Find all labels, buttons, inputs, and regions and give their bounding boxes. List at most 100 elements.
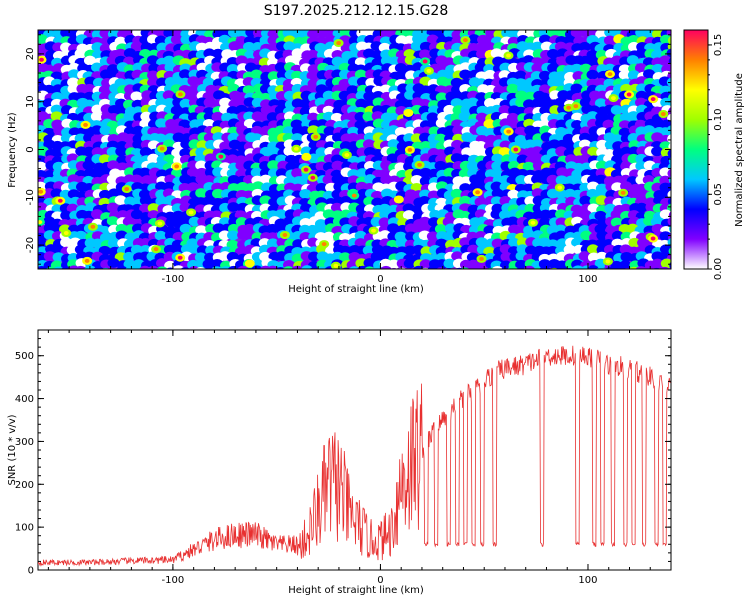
- spectrogram-peak-core: [566, 105, 571, 110]
- spectrogram-cell: [259, 174, 272, 185]
- spectrogram-cell: [243, 111, 256, 122]
- spectrogram-cell: [667, 237, 671, 247]
- spectrogram-cell: [546, 174, 559, 185]
- spectrogram-cell: [483, 119, 496, 129]
- spectrogram-peak-core: [620, 190, 626, 195]
- spectrogram-cell: [555, 230, 568, 241]
- spectrogram-cell: [298, 98, 311, 109]
- snr-y-label: SNR (10 * v/v): [7, 414, 18, 485]
- spectrogram-cell: [380, 265, 392, 269]
- spectrogram-cell: [363, 91, 376, 102]
- spectrogram-cell: [538, 70, 551, 81]
- spectrogram-peak-core: [57, 198, 63, 203]
- colorbar-axes: 0.00 0.05 0.10 0.15: [708, 34, 724, 280]
- spectrogram-cell: [130, 244, 143, 255]
- spectrogram-cell: [451, 139, 464, 150]
- spectrogram-cell: [531, 97, 544, 108]
- spectrogram-cell: [578, 251, 591, 261]
- spectrogram-cell: [315, 147, 328, 158]
- spectrogram-cell: [378, 217, 391, 228]
- spectrogram-peak-core: [557, 185, 563, 190]
- snr-y-tick-label: 500: [15, 351, 34, 362]
- spectrogram-cell: [203, 48, 216, 59]
- spectrogram-cell: [156, 266, 168, 269]
- spectrogram-cell: [291, 168, 304, 178]
- spectrogram-cell: [170, 34, 183, 45]
- colorbar-label: Normalized spectral amplitude: [734, 73, 745, 227]
- spectrogram-cell: [362, 245, 375, 256]
- spectrogram-cell: [651, 146, 664, 157]
- spectrogram-cell: [667, 168, 671, 178]
- colorbar-tick-label: 0.10: [713, 108, 724, 130]
- spectrogram-cell: [139, 265, 151, 269]
- spectrogram-cell: [99, 189, 112, 200]
- spectrogram-cell: [579, 195, 592, 206]
- spectrogram-cell: [354, 69, 367, 80]
- spectrogram-cell: [613, 265, 625, 269]
- spectrogram-cell: [50, 104, 63, 115]
- snr-y-tick-label: 100: [15, 523, 34, 534]
- spectrogram-cell: [172, 244, 185, 255]
- spectrogram-cell: [179, 69, 192, 80]
- spectrogram-cell: [572, 265, 584, 269]
- spectrogram-peak-core: [506, 53, 511, 58]
- spectrogram-cell: [212, 132, 225, 142]
- spectrogram-cell: [362, 111, 375, 122]
- spectrogram-cell: [187, 182, 200, 192]
- figure-title: S197.2025.212.12.15.G28: [264, 3, 449, 19]
- spectrogram-cell: [426, 112, 439, 123]
- spectrogram-cell: [307, 78, 320, 89]
- spectrogram-cell: [419, 259, 432, 269]
- spectrogram-y-tick-label: 20: [25, 48, 36, 61]
- spectrogram-cell: [356, 168, 369, 178]
- spectrogram-cell: [596, 139, 609, 150]
- spectrogram-cell: [635, 266, 647, 269]
- snr-y-tick-label: 0: [28, 566, 34, 577]
- spectrogram-cell: [38, 239, 48, 249]
- spectrogram-cell: [147, 203, 160, 213]
- spectrogram-cell: [301, 265, 313, 269]
- spectrogram-cell: [514, 126, 527, 137]
- spectrogram-cell: [202, 259, 215, 269]
- spectrogram-cell: [91, 238, 104, 249]
- snr-x-tick-label: -100: [162, 575, 185, 586]
- spectrogram-cell: [371, 111, 384, 121]
- spectrogram-cell: [38, 265, 48, 269]
- spectrogram-peak-core: [83, 122, 88, 127]
- spectrogram-cell: [466, 97, 479, 108]
- spectrogram-cell: [491, 188, 504, 199]
- spectrogram-cell: [195, 266, 206, 269]
- spectrogram-cell: [523, 99, 536, 110]
- spectrogram-cell: [523, 265, 535, 269]
- snr-x-tick-label: 100: [578, 575, 597, 586]
- spectrogram-x-label: Height of straight line (km): [288, 284, 424, 295]
- spectrogram-cell: [642, 57, 655, 68]
- spectrogram-cell: [579, 210, 592, 220]
- spectrogram-cell: [556, 266, 567, 269]
- spectrogram-cell: [555, 71, 568, 81]
- spectrogram-cell: [418, 98, 431, 109]
- snr-y-tick-label: 200: [15, 480, 34, 491]
- spectrogram-cell: [237, 265, 249, 269]
- spectrogram-peak-core: [513, 147, 519, 152]
- spectrogram-cell: [315, 84, 328, 94]
- spectrogram-cell: [132, 125, 145, 136]
- spectrogram-cell: [250, 69, 263, 80]
- spectrogram-cell: [275, 266, 286, 269]
- spectrogram-peak-core: [344, 152, 350, 157]
- spectrogram-cell: [371, 197, 384, 208]
- spectrogram-cell: [60, 210, 73, 221]
- spectrogram-cell: [620, 251, 633, 262]
- spectrogram-peak-core: [282, 233, 288, 238]
- colorbar: [683, 29, 709, 270]
- spectrogram-cell: [60, 237, 73, 248]
- colorbar-tick-label: 0.00: [713, 258, 724, 280]
- spectrogram-cell: [211, 266, 223, 269]
- spectrogram-cell: [266, 112, 279, 122]
- spectrogram-peak-core: [188, 210, 194, 215]
- spectrogram-cell: [323, 126, 336, 137]
- spectrogram-cell: [90, 125, 103, 136]
- spectrogram-peak-core: [396, 197, 402, 202]
- spectrogram-cell: [484, 98, 497, 108]
